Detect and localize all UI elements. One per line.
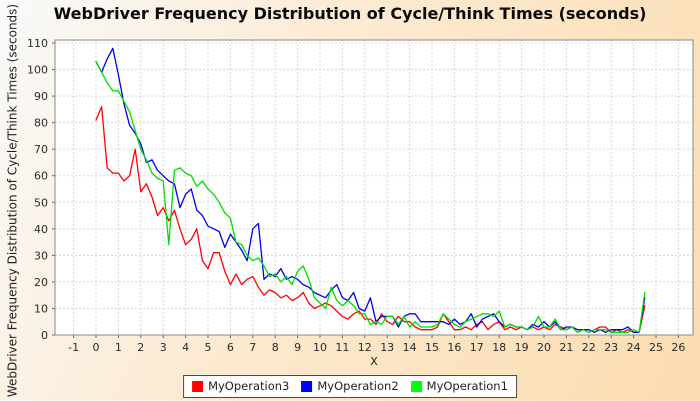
x-tick-label: 14	[403, 341, 417, 354]
x-tick-label: 5	[205, 341, 212, 354]
x-tick-label: 17	[470, 341, 484, 354]
legend-swatch-MyOperation2	[301, 380, 313, 392]
y-tick-label: 100	[27, 64, 48, 77]
y-tick-label: 20	[34, 276, 48, 289]
x-tick-label: 2	[137, 341, 144, 354]
x-tick-label: 16	[447, 341, 461, 354]
y-tick-label: 60	[34, 170, 48, 183]
legend: MyOperation3 MyOperation2 MyOperation1	[183, 375, 517, 398]
y-tick-label: 50	[34, 196, 48, 209]
legend-label: MyOperation2	[317, 379, 399, 393]
x-tick-label: 25	[649, 341, 663, 354]
x-tick-label: 23	[604, 341, 618, 354]
x-tick-label: 19	[515, 341, 529, 354]
x-tick-label: 12	[358, 341, 372, 354]
plot-border	[54, 39, 694, 336]
series-line-MyOperation1	[95, 60, 646, 333]
x-tick-label: 18	[492, 341, 506, 354]
x-tick-label: 6	[227, 341, 234, 354]
y-tick-label: 80	[34, 117, 48, 130]
x-tick-label: 4	[182, 341, 189, 354]
x-tick-label: 13	[380, 341, 394, 354]
x-tick-label: 1	[115, 341, 122, 354]
x-tick-label: 15	[425, 341, 439, 354]
y-tick-label: 30	[34, 249, 48, 262]
x-tick-label: 8	[272, 341, 279, 354]
y-tick-label: 10	[34, 302, 48, 315]
y-tick-label: 70	[34, 143, 48, 156]
series-line-MyOperation3	[95, 106, 646, 333]
y-tick-label: 90	[34, 90, 48, 103]
x-tick-label: 26	[671, 341, 685, 354]
legend-swatch-MyOperation3	[192, 380, 204, 392]
x-tick-label: 20	[537, 341, 551, 354]
legend-swatch-MyOperation1	[410, 380, 422, 392]
y-tick-label: 110	[27, 37, 48, 50]
x-tick-label: 0	[93, 341, 100, 354]
x-tick-label: 10	[313, 341, 327, 354]
legend-label: MyOperation1	[426, 379, 508, 393]
chart-title: WebDriver Frequency Distribution of Cycl…	[53, 4, 647, 23]
legend-label: MyOperation3	[208, 379, 290, 393]
series-line-MyOperation2	[95, 47, 646, 333]
x-tick-label: -1	[68, 341, 79, 354]
x-tick-label: 7	[249, 341, 256, 354]
x-tick-label: 24	[627, 341, 641, 354]
legend-item-MyOperation1: MyOperation1	[410, 379, 508, 393]
x-tick-label: 9	[294, 341, 301, 354]
x-tick-label: 11	[335, 341, 349, 354]
x-tick-label: 22	[582, 341, 596, 354]
x-axis-label: X	[370, 355, 378, 368]
y-tick-label: 0	[41, 329, 48, 342]
y-tick-label: 40	[34, 223, 48, 236]
plot-background	[55, 40, 693, 335]
x-tick-label: 3	[160, 341, 167, 354]
x-tick-label: 21	[559, 341, 573, 354]
legend-item-MyOperation3: MyOperation3	[192, 379, 289, 393]
legend-item-MyOperation2: MyOperation2	[301, 379, 399, 393]
